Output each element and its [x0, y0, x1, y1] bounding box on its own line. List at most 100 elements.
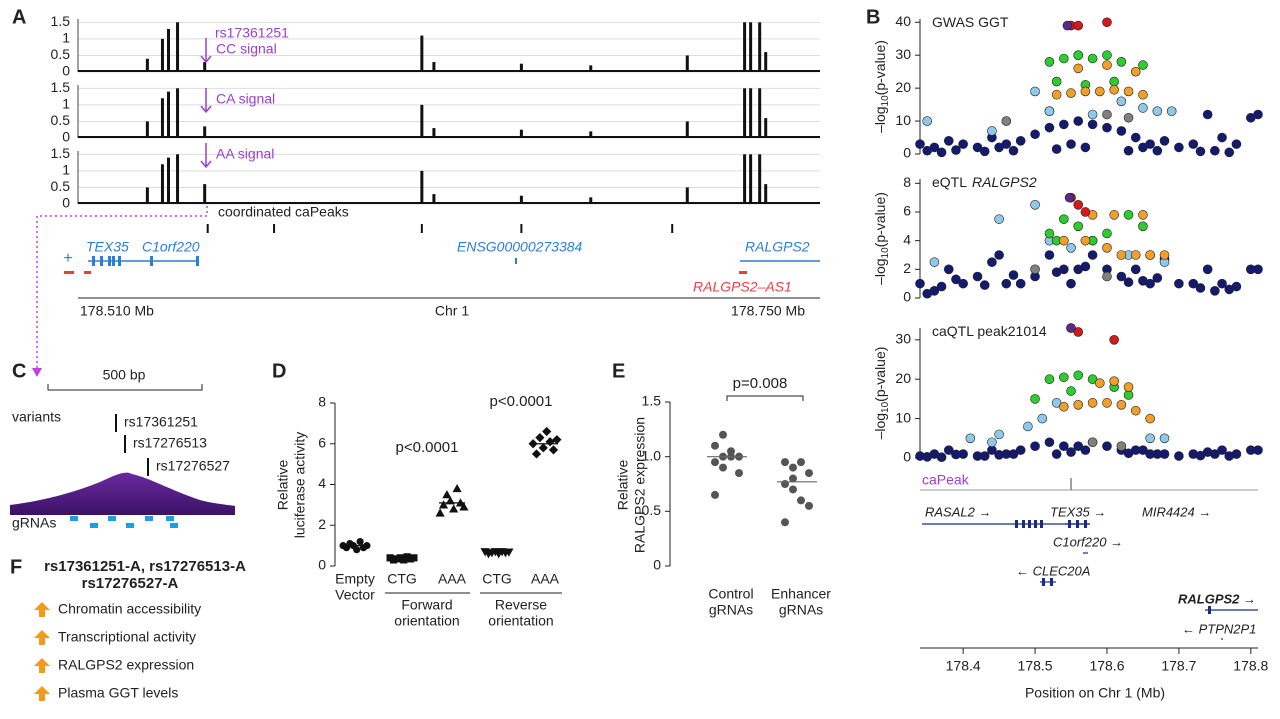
plot-title: GWAS GGT	[932, 14, 1009, 30]
point	[535, 433, 545, 443]
point	[711, 441, 719, 450]
point	[1066, 323, 1076, 333]
point	[987, 257, 997, 267]
point	[789, 485, 797, 494]
signal-peak	[203, 62, 207, 72]
plot-title: caQTL peak21014	[932, 323, 1047, 339]
exon	[1042, 578, 1045, 586]
p-value: p<0.0001	[490, 393, 553, 410]
point	[1253, 109, 1263, 120]
antisense	[64, 271, 74, 274]
y-tick-label: 1.5	[51, 13, 71, 29]
point	[1001, 116, 1012, 126]
orientation-label: Forward	[401, 597, 452, 613]
point	[410, 554, 418, 562]
point	[1064, 192, 1075, 203]
point	[1102, 243, 1112, 253]
point	[1138, 445, 1148, 455]
point	[1044, 437, 1055, 448]
y-axis-label: –log10(p-value)	[872, 347, 891, 440]
y-tick-label: 0	[62, 63, 70, 79]
point	[1051, 449, 1062, 459]
signal-peak	[519, 195, 523, 204]
point	[951, 145, 961, 155]
point	[1073, 20, 1084, 31]
ylabel-sub: 10	[880, 95, 891, 107]
point	[1087, 437, 1098, 448]
point	[1188, 278, 1199, 289]
capeak-label: caPeak	[922, 472, 970, 488]
exon	[1015, 520, 1018, 528]
signal-peak	[166, 28, 170, 72]
point	[1073, 50, 1084, 61]
signal-peak	[432, 194, 436, 204]
orientation-label: Reverse	[495, 597, 547, 613]
y-tick-label: 4	[903, 231, 911, 247]
point	[1030, 394, 1040, 404]
exon	[1034, 520, 1037, 528]
y-tick-label: 0.5	[51, 112, 71, 128]
point	[548, 445, 559, 455]
ylabel-part: (p-value)	[872, 192, 888, 247]
f-item: RALGPS2 expression	[58, 657, 194, 673]
point	[1066, 139, 1076, 149]
point	[1087, 53, 1098, 64]
point	[797, 458, 805, 467]
x-tick-label: 178.6	[1089, 658, 1124, 674]
panel-label: A	[12, 6, 26, 28]
point	[1059, 401, 1069, 412]
grna	[70, 516, 78, 521]
point	[727, 447, 735, 456]
signal-peak	[160, 38, 164, 72]
signal-peak	[749, 88, 753, 138]
signal-peak	[743, 88, 747, 138]
point	[781, 480, 789, 488]
point	[1174, 278, 1184, 289]
point	[1008, 270, 1019, 280]
point	[781, 458, 789, 467]
signal-peak	[758, 88, 762, 138]
snp-label: rs17361251	[215, 25, 289, 41]
track-label: CA signal	[216, 91, 275, 107]
signal-peak	[589, 65, 593, 72]
point	[1174, 451, 1184, 461]
point	[452, 483, 462, 493]
point	[1138, 210, 1148, 220]
signal-peak	[589, 131, 593, 138]
point	[1152, 273, 1163, 283]
point	[1123, 86, 1134, 97]
point	[719, 430, 727, 439]
signal-peak	[749, 22, 753, 72]
point	[1001, 278, 1012, 289]
category-label: CTG	[387, 571, 417, 587]
ylabel-sub: 10	[880, 401, 891, 413]
point	[1138, 221, 1148, 232]
point	[1195, 283, 1206, 293]
point	[1059, 372, 1069, 383]
point	[1210, 286, 1220, 296]
point	[1130, 264, 1141, 275]
point	[1109, 210, 1119, 220]
point	[1080, 142, 1091, 153]
point	[922, 116, 932, 126]
point	[1202, 109, 1213, 120]
point	[542, 426, 552, 437]
point	[1116, 96, 1127, 107]
x-axis-label: Position on Chr 1 (Mb)	[1025, 685, 1165, 701]
panel-label: F	[10, 556, 22, 578]
point	[805, 469, 813, 478]
exon	[1076, 520, 1079, 528]
y-tick-label: 4	[318, 475, 326, 491]
gene-label: RALGPS2 →	[1178, 591, 1256, 606]
gene-label: RASAL2 →	[925, 504, 991, 519]
point	[1102, 441, 1112, 451]
exon	[100, 256, 103, 266]
y-tick-label: 6	[903, 203, 911, 219]
signal-peak	[145, 187, 149, 204]
x-tick-label: 178.8	[1233, 658, 1268, 674]
y-tick-label: 0.5	[51, 178, 71, 194]
exon	[92, 256, 95, 266]
ylabel-part: –log	[872, 106, 888, 132]
point	[994, 142, 1004, 153]
ylabel-part: (p-value)	[872, 347, 888, 402]
